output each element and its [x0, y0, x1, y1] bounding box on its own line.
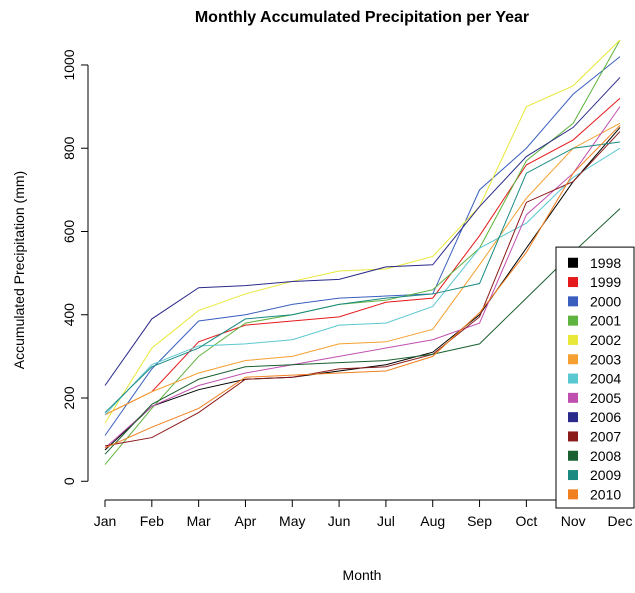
legend-swatch	[568, 354, 578, 365]
y-tick-label: 800	[61, 136, 77, 160]
x-tick-label: Aug	[420, 513, 445, 529]
y-axis-label: Accumulated Precipitation (mm)	[11, 171, 27, 369]
series-line	[104, 147, 621, 416]
legend-label: 2004	[590, 371, 621, 387]
x-tick-label: Jun	[328, 513, 351, 529]
legend-label: 2010	[590, 486, 621, 502]
y-tick-label: 400	[61, 303, 77, 327]
y-tick-label: 1000	[61, 49, 77, 80]
legend-swatch	[568, 489, 578, 500]
x-axis-label: Month	[343, 567, 382, 583]
x-tick-label: Dec	[608, 513, 633, 529]
legend-swatch	[568, 315, 578, 326]
legend-swatch	[568, 334, 578, 345]
legend-label: 2008	[590, 448, 621, 464]
x-tick-label: Mar	[187, 513, 211, 529]
x-tick-label: Sep	[467, 513, 492, 529]
y-tick-label: 0	[61, 477, 77, 485]
series-line	[104, 141, 621, 413]
series-line	[104, 208, 621, 455]
series-line	[104, 106, 621, 449]
legend-label: 2000	[590, 293, 621, 309]
legend-swatch	[568, 450, 578, 461]
x-tick-label: May	[279, 513, 305, 529]
x-tick-label: Nov	[561, 513, 586, 529]
legend-swatch	[568, 392, 578, 403]
legend-label: 2001	[590, 313, 621, 329]
legend-label: 2007	[590, 428, 621, 444]
series-line	[104, 131, 621, 447]
series-line	[104, 97, 621, 416]
y-tick-label: 200	[61, 386, 77, 410]
legend-label: 2009	[590, 467, 621, 483]
series-line	[104, 127, 621, 451]
series-line	[104, 39, 621, 465]
y-tick-label: 600	[61, 220, 77, 244]
legend: 1998 1999 2000 2001 2002 2003 2004 2005 2006 2007…	[555, 246, 635, 509]
x-tick-label: Oct	[515, 513, 537, 529]
legend-label: 1998	[590, 255, 621, 271]
x-tick-label: Jan	[94, 513, 117, 529]
legend-label: 2006	[590, 409, 621, 425]
legend-swatch	[568, 412, 578, 423]
legend-label: 2002	[590, 332, 621, 348]
series-line	[104, 124, 621, 449]
legend-swatch	[568, 296, 578, 307]
legend-swatch	[568, 373, 578, 384]
legend-swatch	[568, 257, 578, 268]
legend-swatch	[568, 470, 578, 481]
series-line	[104, 122, 621, 416]
legend-label: 2005	[590, 390, 621, 406]
legend-swatch	[568, 277, 578, 288]
x-tick-label: Jul	[377, 513, 395, 529]
x-tick-label: Feb	[140, 513, 164, 529]
chart-title: Monthly Accumulated Precipitation per Ye…	[195, 9, 529, 26]
x-tick-label: Apr	[235, 513, 257, 529]
legend-swatch	[568, 431, 578, 442]
series-line	[104, 77, 621, 386]
legend-label: 2003	[590, 351, 621, 367]
series-line	[104, 39, 621, 424]
legend-label: 1999	[590, 274, 621, 290]
series-line	[104, 56, 621, 436]
